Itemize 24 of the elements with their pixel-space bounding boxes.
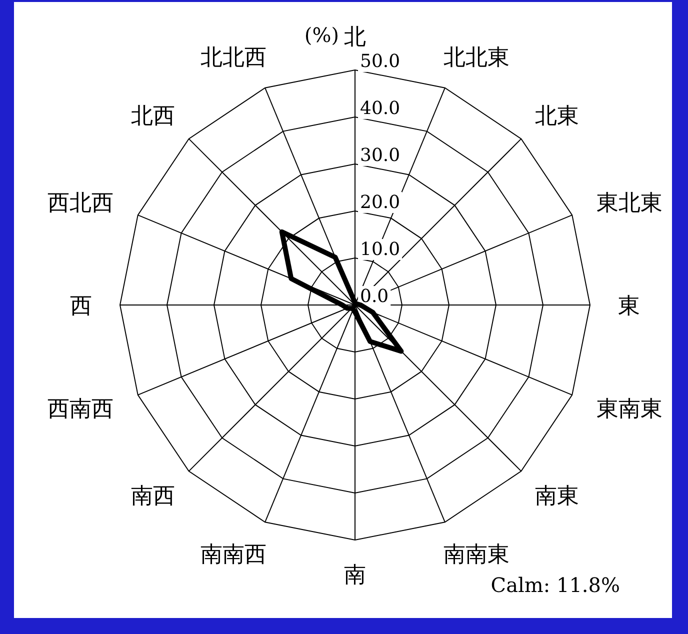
y-tick-label: 30.0 — [360, 145, 400, 166]
spoke-label: 北北東 — [443, 45, 510, 70]
spoke-label: 北東 — [535, 104, 580, 129]
y-tick-label: 10.0 — [360, 239, 400, 260]
spoke-label: 南南西 — [200, 542, 267, 568]
text: (%) — [304, 23, 339, 47]
spoke-label: 北北西 — [200, 45, 267, 70]
spoke-label: 南南東 — [443, 542, 510, 568]
spoke-label: 西南西 — [48, 396, 114, 422]
text: Calm: 11.8% — [490, 573, 620, 597]
spoke-label: 南東 — [535, 484, 580, 510]
spoke-label: 北西 — [130, 104, 175, 129]
spoke-label: 北 — [344, 25, 366, 50]
spoke-label: 東北東 — [596, 191, 662, 216]
spoke-label: 西 — [70, 294, 92, 319]
spoke-label: 南 — [344, 563, 366, 588]
spoke-label: 東南東 — [596, 396, 662, 422]
spoke-label: 東 — [618, 294, 640, 319]
y-tick-label: 0.0 — [360, 286, 389, 307]
spoke-label: 西北西 — [48, 191, 114, 216]
spoke-label: 南西 — [130, 484, 175, 510]
y-tick-label: 50.0 — [360, 51, 400, 72]
y-tick-label: 20.0 — [360, 192, 400, 213]
y-tick-label: 40.0 — [360, 98, 400, 119]
